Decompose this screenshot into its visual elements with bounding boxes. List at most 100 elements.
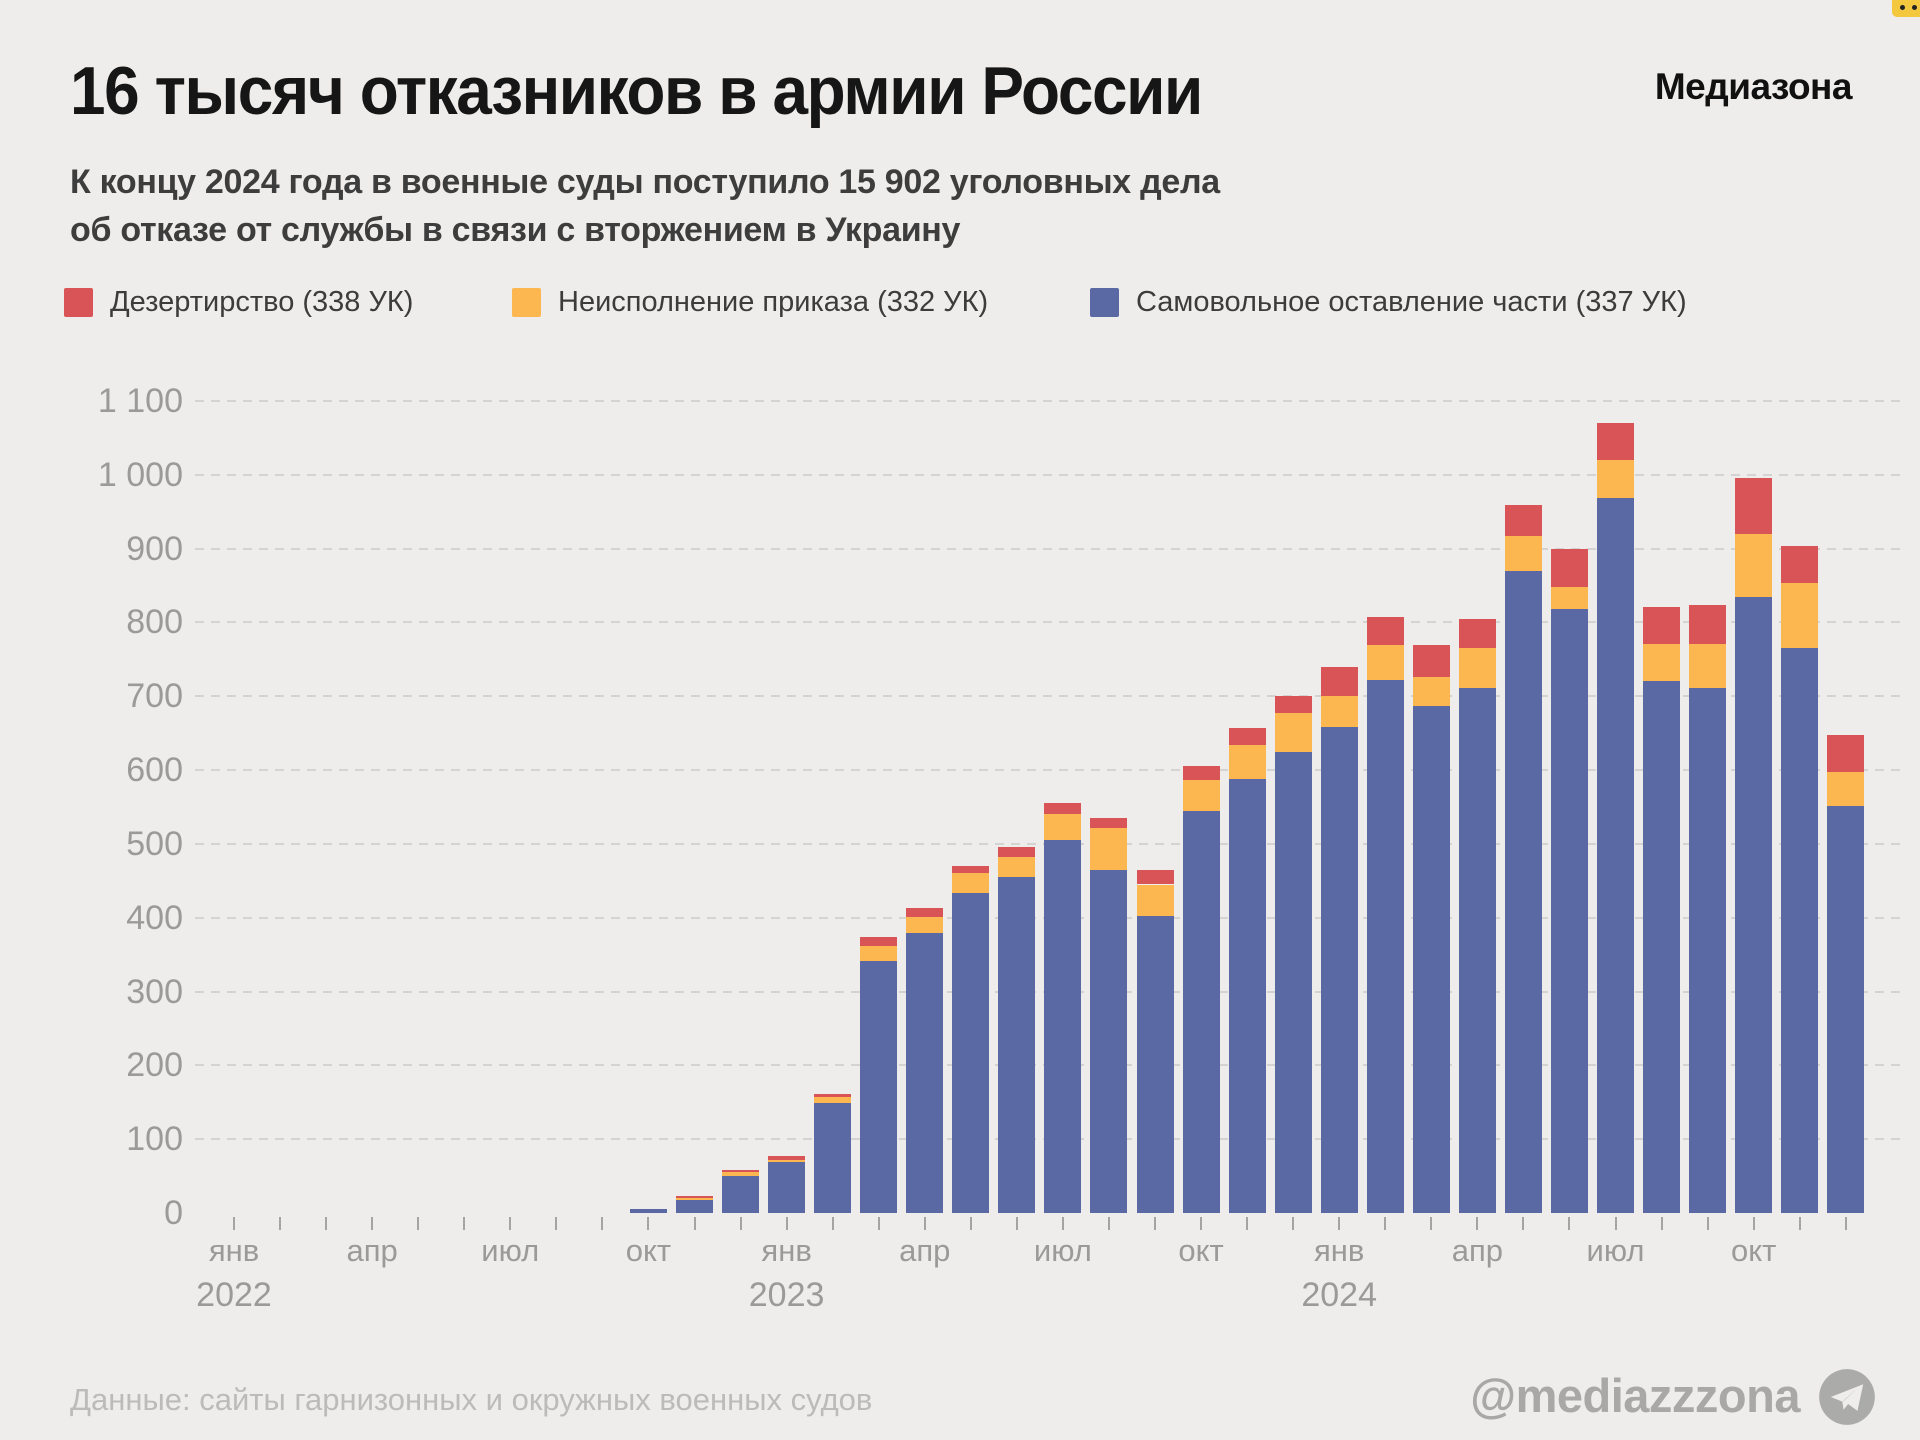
x-tick-label: апр [346,1233,398,1268]
x-tick [1107,1217,1110,1230]
bar-segment-337-янв-2024 [1320,726,1358,1213]
x-tick [831,1217,834,1230]
x-tick [693,1217,696,1230]
y-tick-label: 700 [126,677,183,716]
legend-item-desertion: Дезертирство (338 УК) [64,286,413,319]
x-tick [509,1217,512,1230]
bar-segment-332-мар-2023 [860,945,898,961]
x-tick [601,1217,604,1230]
bar-segment-332-янв-2024 [1320,696,1358,727]
bar-segment-337-дек-2024 [1827,805,1865,1213]
bar-segment-332-июл-2024 [1597,460,1634,498]
bar-segment-338-фев-2024 [1366,616,1404,646]
disobedience-swatch-icon [512,288,541,317]
bar-segment-332-мар-2024 [1412,677,1450,706]
subtitle: К концу 2024 года в военные суды поступи… [70,158,1220,254]
x-tick-label: окт [625,1233,672,1268]
legend-label: Самовольное оставление части (337 УК) [1136,286,1687,318]
y-tick-label: 900 [126,529,183,568]
bar-segment-337-окт-2023 [1182,810,1220,1213]
x-tick [739,1217,742,1230]
bar-segment-332-окт-2023 [1182,779,1220,811]
bar-segment-332-фев-2024 [1366,645,1404,681]
gridline-1000 [195,473,1907,476]
x-tick [1614,1217,1617,1230]
corner-sticker-icon [1892,0,1920,17]
bar-segment-337-ноя-2023 [1228,778,1266,1213]
bar-segment-338-июл-2024 [1597,423,1634,461]
bar-segment-337-авг-2023 [1090,869,1128,1213]
bar-segment-337-май-2023 [952,893,990,1213]
x-tick-label: апр [899,1233,951,1268]
gridline-1100 [195,400,1907,402]
bar-segment-338-май-2023 [952,866,990,874]
x-tick [877,1217,880,1230]
bar-segment-338-авг-2024 [1643,606,1681,644]
x-tick [1338,1217,1341,1230]
bar-segment-332-фев-2023 [814,1097,852,1103]
x-tick-label: июл [1033,1233,1092,1268]
bar-segment-337-янв-2023 [768,1162,806,1213]
bar-segment-338-дек-2024 [1827,734,1865,773]
bar-segment-332-янв-2023 [768,1159,806,1163]
bar-segment-338-июл-2023 [1044,803,1082,815]
x-tick [463,1217,466,1230]
x-tick [1292,1217,1295,1230]
bar-segment-338-фев-2023 [814,1094,852,1098]
bar-segment-332-дек-2024 [1827,772,1865,806]
x-tick [1384,1217,1387,1230]
x-tick [1844,1217,1847,1230]
telegram-handle: @mediazzzona [1470,1369,1800,1422]
mediazona-logo: Медиазона [1654,66,1853,107]
bar-segment-332-апр-2024 [1458,647,1496,689]
bar-segment-338-мар-2024 [1412,645,1450,678]
bar-segment-338-ноя-2024 [1781,545,1819,583]
bar-segment-332-июн-2024 [1550,587,1588,610]
bar-segment-337-дек-2023 [1274,751,1312,1213]
x-tick [233,1217,235,1230]
x-tick-label: окт [1730,1233,1777,1268]
subtitle-line-2: об отказе от службы в связи с вторжением… [70,211,961,249]
bar-segment-337-апр-2023 [906,933,944,1213]
bar-segment-337-апр-2024 [1458,688,1496,1213]
bar-segment-338-янв-2023 [768,1156,806,1160]
bar-segment-338-сен-2023 [1136,870,1174,885]
bar-segment-337-фев-2024 [1366,680,1404,1213]
x-tick [969,1217,972,1230]
y-tick-label: 200 [126,1046,183,1085]
bar-segment-332-май-2024 [1504,536,1542,571]
legend-item-awol: Самовольное оставление части (337 УК) [1090,286,1687,319]
legend-label: Неисполнение приказа (332 УК) [558,286,989,318]
gridline-600 [195,769,1907,772]
x-tick [1246,1217,1249,1230]
x-tick-label: янв [208,1233,260,1268]
awol-swatch-icon [1090,288,1119,317]
bar-segment-337-авг-2024 [1643,680,1681,1213]
bar-segment-332-авг-2023 [1090,828,1128,870]
x-tick [1061,1217,1064,1230]
bar-segment-338-июн-2023 [998,846,1036,858]
x-tick-label: окт [1178,1233,1224,1268]
x-year-label: 2022 [196,1276,272,1314]
page-title: 16 тысяч отказников в армии России [70,53,1203,129]
gridline-800 [195,621,1907,624]
gridline-700 [195,695,1907,698]
bar-segment-332-сен-2023 [1136,884,1174,917]
y-tick-label: 600 [126,751,183,790]
x-tick [1015,1217,1018,1230]
x-tick [1706,1217,1709,1230]
x-tick [1752,1217,1755,1230]
x-tick-label: янв [1314,1233,1365,1268]
bar-segment-337-июл-2023 [1044,840,1082,1213]
x-year-label: 2023 [748,1276,825,1314]
bar-segment-332-дек-2023 [1274,713,1312,752]
bar-segment-338-янв-2024 [1320,667,1358,697]
bar-segment-337-июл-2024 [1597,497,1634,1213]
x-tick [785,1217,788,1230]
bar-segment-332-сен-2024 [1689,643,1727,689]
x-tick [1430,1217,1433,1230]
bar-segment-337-сен-2024 [1689,688,1727,1213]
y-tick-label: 800 [126,603,183,642]
bar-segment-338-окт-2023 [1182,765,1220,780]
x-tick [1476,1217,1479,1230]
